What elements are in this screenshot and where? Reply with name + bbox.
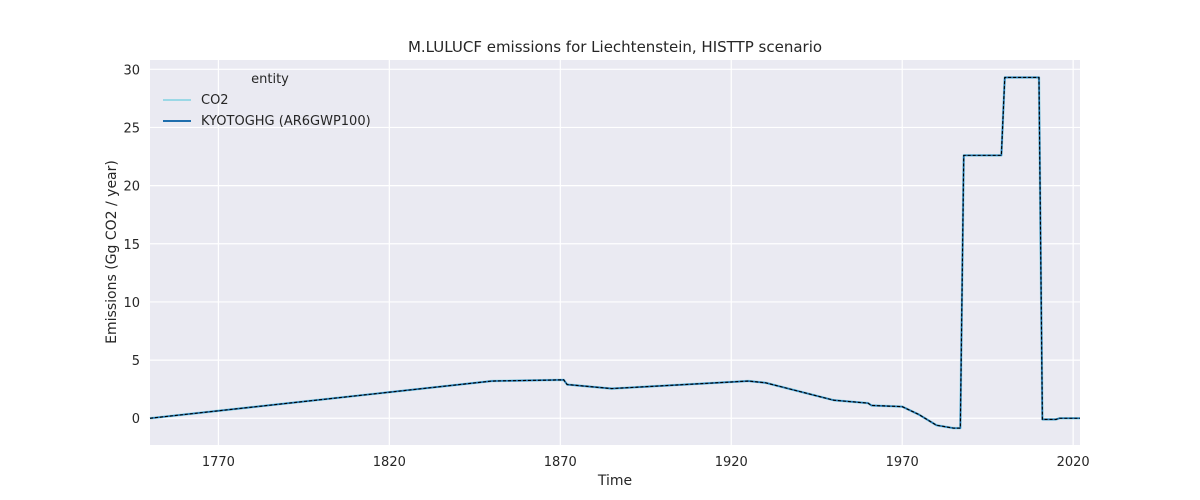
legend: entity CO2 KYOTOGHG (AR6GWP100) [163, 72, 371, 129]
y-tick-label: 30 [123, 63, 140, 78]
x-tick-label: 1820 [373, 455, 406, 470]
x-tick-label: 1920 [715, 455, 748, 470]
legend-title: entity [251, 72, 289, 87]
y-tick-label: 5 [132, 354, 140, 369]
x-tick-label: 1870 [544, 455, 577, 470]
series-lines [149, 76, 1080, 430]
y-tick-label: 20 [123, 180, 140, 195]
plot-area [150, 60, 1080, 445]
y-tick-labels: 0 5 10 15 20 25 30 [123, 63, 140, 427]
x-tick-labels: 1770 1820 1870 1920 1970 2020 [202, 455, 1090, 470]
chart-title: M.LULUCF emissions for Liechtenstein, HI… [408, 38, 822, 56]
series-line-kyotoghg-ar6gwp100-overlay [149, 76, 1080, 429]
x-tick-label: 1970 [886, 455, 919, 470]
y-tick-label: 0 [132, 412, 140, 427]
y-axis-label: Emissions (Gg CO2 / year) [104, 160, 120, 344]
y-tick-label: 25 [123, 121, 140, 136]
x-axis-label: Time [597, 473, 632, 489]
y-tick-label: 10 [123, 296, 140, 311]
x-tick-label: 2020 [1057, 455, 1090, 470]
y-tick-label: 15 [123, 238, 140, 253]
legend-label-co2: CO2 [201, 93, 229, 108]
x-tick-label: 1770 [202, 455, 235, 470]
legend-label-kyotoghg: KYOTOGHG (AR6GWP100) [201, 114, 371, 129]
